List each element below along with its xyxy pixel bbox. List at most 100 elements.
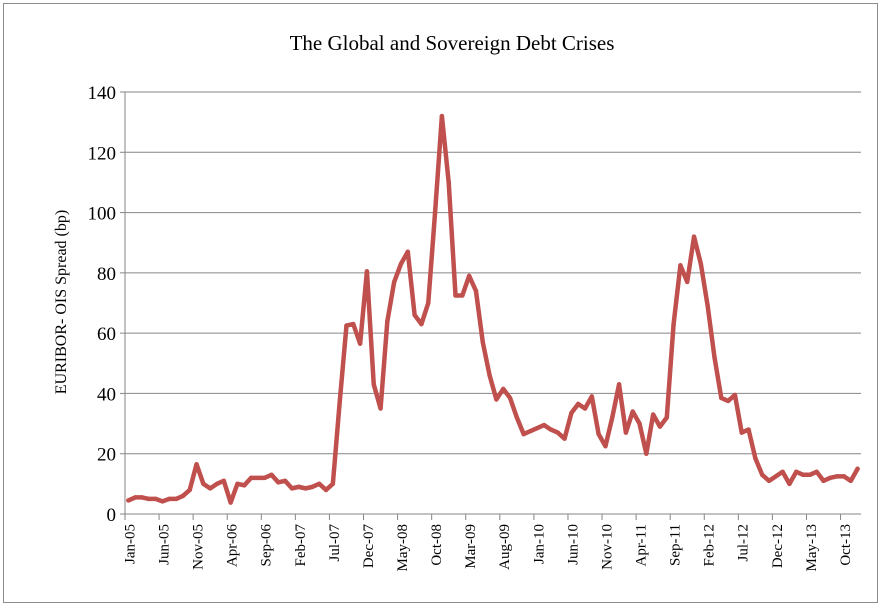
data-point [739, 430, 744, 435]
data-point [133, 495, 138, 500]
chart-title: The Global and Sovereign Debt Crises [290, 31, 615, 55]
data-point [773, 474, 779, 479]
data-point [855, 466, 860, 471]
data-point [364, 269, 370, 274]
data-point [453, 293, 458, 298]
data-point [282, 478, 288, 484]
data-point [255, 475, 261, 481]
data-point [725, 398, 731, 404]
y-tick-label: 80 [97, 264, 116, 285]
data-point [800, 472, 806, 478]
data-point [610, 415, 615, 420]
data-point [262, 475, 267, 481]
data-point [623, 430, 629, 435]
data-point [541, 422, 547, 428]
x-tick-label: Nov-05 [191, 524, 207, 570]
data-point [276, 480, 281, 485]
data-point [841, 474, 847, 479]
data-point [473, 288, 479, 294]
x-tick-label: Jan-10 [531, 524, 547, 564]
y-tick-label: 100 [88, 204, 117, 225]
data-point [146, 496, 152, 502]
data-point [330, 481, 336, 487]
data-point [671, 321, 676, 327]
x-tick-labels: Jan-05 Jun-05 Nov-05 Apr-06 Sep-06 Feb-07 Jul-… [122, 524, 854, 572]
y-tick-label: 60 [97, 324, 116, 345]
data-point [848, 478, 853, 484]
x-tick-label: Jul-07 [327, 524, 343, 562]
data-point [787, 481, 792, 487]
data-point [398, 261, 404, 267]
data-point [180, 493, 186, 499]
data-point [582, 406, 588, 411]
gridlines [125, 91, 861, 455]
data-point [228, 500, 233, 505]
data-point [160, 499, 165, 504]
x-tick-label: Aug-09 [497, 524, 513, 570]
data-point [821, 478, 826, 484]
data-point [371, 382, 376, 387]
data-point [207, 486, 213, 491]
data-point [480, 339, 485, 345]
data-point [562, 436, 567, 441]
data-point [412, 312, 417, 318]
data-point [555, 430, 560, 435]
data-point [187, 487, 192, 493]
y-tick-label: 40 [97, 384, 116, 405]
data-point [691, 234, 697, 239]
data-point [616, 382, 622, 387]
data-point [139, 495, 145, 500]
x-tick-label: Mar-09 [463, 524, 479, 569]
data-point [501, 386, 506, 392]
x-tick-label: Dec-07 [361, 524, 377, 569]
data-point [167, 496, 172, 502]
chart-frame: The Global and Sovereign Debt Crises EUR… [3, 3, 878, 603]
data-point [637, 421, 642, 426]
data-point [794, 469, 799, 474]
data-point [153, 496, 158, 502]
x-tick-label: Jun-10 [565, 524, 581, 565]
data-point [650, 412, 656, 417]
data-point [759, 472, 765, 478]
data-point [494, 397, 499, 402]
data-point [807, 472, 813, 478]
data-point [357, 341, 363, 346]
series-line [126, 113, 860, 505]
data-point [385, 318, 390, 324]
data-point [685, 279, 690, 285]
data-point [630, 409, 635, 414]
data-point [194, 462, 199, 467]
x-tick-label: Jan-05 [122, 524, 138, 564]
data-point [296, 484, 301, 490]
data-point [242, 483, 247, 488]
data-point [317, 481, 322, 487]
data-point [323, 487, 329, 493]
data-point [814, 469, 819, 474]
data-point [705, 303, 710, 309]
line-chart: The Global and Sovereign Debt Crises EUR… [53, 31, 861, 572]
data-point [214, 481, 220, 487]
data-point [514, 415, 520, 420]
data-point [235, 481, 240, 487]
series-layer [126, 113, 860, 505]
data-point [644, 451, 649, 456]
data-point [657, 424, 663, 429]
y-tick-labels: 0 20 40 60 80 100 120 140 [88, 83, 117, 526]
data-point [780, 469, 785, 474]
data-point [828, 475, 833, 481]
data-point [351, 321, 356, 327]
x-tick-label: Apr-11 [634, 524, 650, 566]
data-point [664, 415, 669, 420]
data-point [535, 425, 540, 431]
axes [120, 91, 861, 520]
x-tick-label: Jul-12 [736, 524, 752, 562]
data-point [337, 400, 342, 405]
data-point [378, 406, 383, 411]
data-point [426, 300, 431, 306]
data-point [521, 431, 526, 437]
data-point [405, 249, 411, 254]
data-point [596, 431, 601, 437]
y-axis-label: EURIBOR- OIS Spread (bp) [53, 210, 70, 394]
x-tick-label: Oct-08 [429, 524, 445, 566]
data-point [221, 478, 227, 484]
